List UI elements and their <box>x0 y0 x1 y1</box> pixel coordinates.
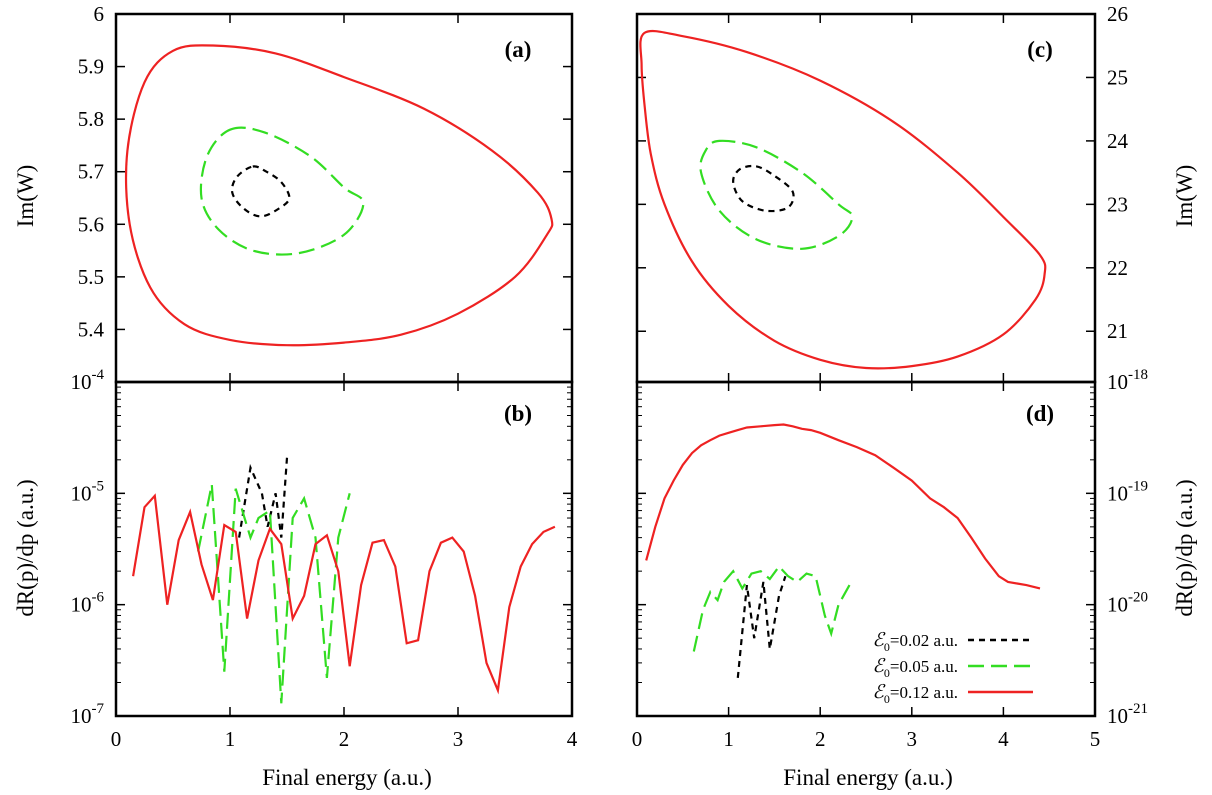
x-tick-label: 2 <box>339 727 350 751</box>
series-line-3 <box>639 29 1047 370</box>
x-tick-label: 2 <box>815 727 826 751</box>
y-tick-label: 6 <box>94 2 105 26</box>
series-line-1 <box>732 164 795 213</box>
y-tick-label: 10-7 <box>71 701 105 728</box>
y-tick-label: 5.5 <box>78 265 104 289</box>
y-axis-label-bottom-right: dR(p)/dp (a.u.) <box>1172 479 1197 616</box>
x-tick-label: 4 <box>567 727 578 751</box>
panel-label: (b) <box>504 401 532 426</box>
y-tick-label: 21 <box>1107 319 1128 343</box>
x-tick-label: 1 <box>225 727 236 751</box>
panel-label: (d) <box>1026 401 1054 426</box>
y-tick-label: 24 <box>1107 129 1129 153</box>
y-tick-label: 10-20 <box>1107 590 1148 617</box>
plot-frame <box>114 380 574 718</box>
y-tick-label: 10-19 <box>1107 478 1148 505</box>
y-tick-label: 26 <box>1107 2 1128 26</box>
plot-frame <box>114 12 574 384</box>
x-tick-label: 0 <box>111 727 122 751</box>
x-tick-label: 3 <box>907 727 918 751</box>
legend-label: ℰ0=0.12 a.u. <box>872 682 958 706</box>
series-line-3 <box>124 44 554 347</box>
y-tick-label: 25 <box>1107 65 1128 89</box>
panel-label: (a) <box>505 37 532 62</box>
y-axis-label-bottom-left: dR(p)/dp (a.u.) <box>13 479 38 616</box>
series-line-2 <box>699 139 854 250</box>
y-tick-label: 10-6 <box>71 590 105 617</box>
y-tick-label: 5.9 <box>78 55 104 79</box>
series-line-1 <box>736 575 787 679</box>
y-axis-label-top-left: Im(W) <box>13 165 38 228</box>
plot-frame <box>635 12 1097 384</box>
y-tick-label: 10-4 <box>71 367 105 394</box>
series-line-2 <box>197 484 351 704</box>
panel-c: 21 22 23 24 25 26 (c) <box>635 2 1129 384</box>
y-tick-label: 23 <box>1107 192 1128 216</box>
plot-frame <box>635 380 1097 718</box>
series-line-2 <box>692 564 851 652</box>
x-tick-label: 4 <box>998 727 1009 751</box>
y-tick-label: 5.6 <box>78 212 104 236</box>
series-line-1 <box>230 165 291 218</box>
y-tick-label: 5.4 <box>78 317 105 341</box>
series-line-2 <box>199 126 365 256</box>
legend-label: ℰ0=0.05 a.u. <box>872 656 958 680</box>
panel-label: (c) <box>1027 37 1053 62</box>
panel-d: 0 1 2 3 4 510-21 10-20 10-19 10-18 (d) <box>632 367 1148 751</box>
series-line-3 <box>645 423 1041 590</box>
y-axis-label-top-right: Im(W) <box>1172 165 1197 228</box>
y-tick-label: 10-5 <box>71 478 105 505</box>
x-axis-label-right: Final energy (a.u.) <box>783 765 952 790</box>
y-tick-label: 10-21 <box>1107 701 1148 728</box>
x-tick-label: 0 <box>632 727 643 751</box>
y-tick-label: 5.8 <box>78 107 104 131</box>
y-tick-label: 22 <box>1107 256 1128 280</box>
x-tick-label: 5 <box>1090 727 1101 751</box>
x-axis-label-left: Final energy (a.u.) <box>262 765 431 790</box>
panel-b: 0 1 2 3 4 10-7 10-6 10-5 10-4 (b) <box>71 367 578 751</box>
x-tick-label: 1 <box>723 727 734 751</box>
legend: ℰ0=0.02 a.u.ℰ0=0.05 a.u.ℰ0=0.12 a.u. <box>872 630 1033 706</box>
panel-a: 5.4 5.5 5.6 5.7 5.8 5.9 6 (a) <box>78 2 574 384</box>
y-tick-label: 5.7 <box>78 160 104 184</box>
y-tick-label: 10-18 <box>1107 367 1148 394</box>
series-line-1 <box>238 457 289 538</box>
series-line-3 <box>132 493 556 695</box>
legend-label: ℰ0=0.02 a.u. <box>872 630 958 654</box>
x-tick-label: 3 <box>453 727 464 751</box>
